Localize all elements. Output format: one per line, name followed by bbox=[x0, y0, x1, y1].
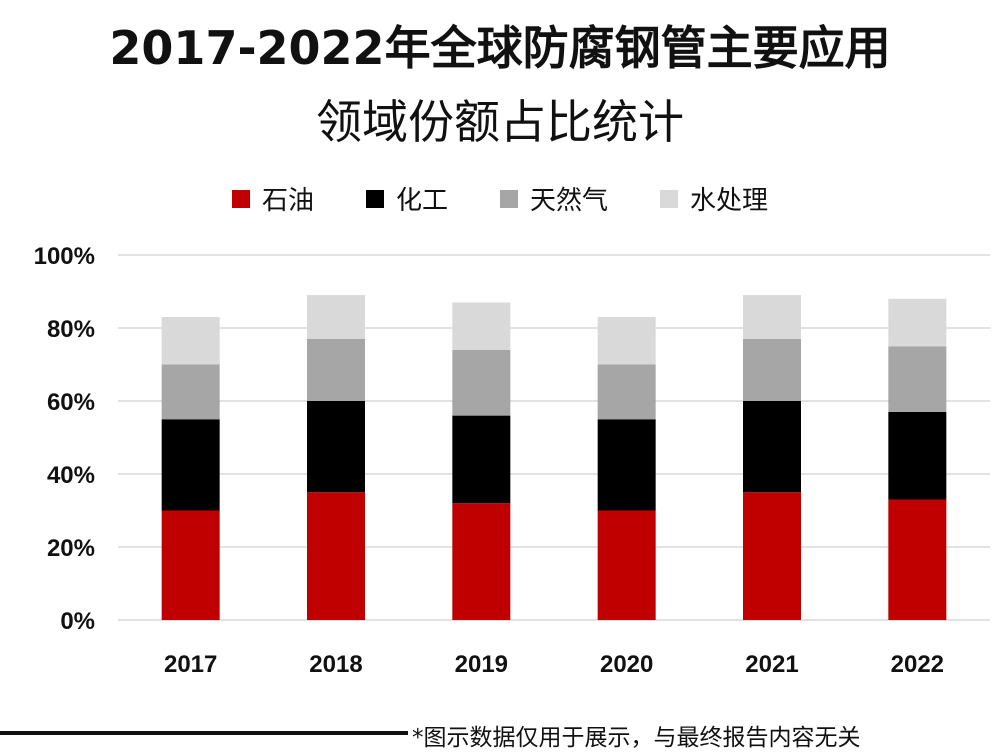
bar-segment-3-2019 bbox=[452, 349, 511, 416]
legend-swatch-chemical bbox=[365, 189, 384, 208]
legend-item-oil: 石油 bbox=[231, 180, 314, 217]
x-tick-label: 2022 bbox=[891, 651, 944, 678]
bar-segment-3-2017 bbox=[161, 364, 220, 420]
y-tick-label: 20% bbox=[47, 535, 95, 562]
bar-segment-3-2021 bbox=[743, 338, 801, 401]
bar-segment-4-2017 bbox=[161, 317, 220, 365]
bar-segment-1-2021 bbox=[743, 492, 801, 620]
chart-title-line-2: 领域份额占比统计 bbox=[316, 95, 684, 149]
x-tick-label: 2020 bbox=[600, 651, 653, 678]
legend-item-water-treatment: 水处理 bbox=[660, 180, 768, 217]
y-tick-label: 0% bbox=[60, 608, 95, 635]
bar-segment-2-2018 bbox=[307, 401, 365, 493]
bar-segment-1-2020 bbox=[597, 510, 656, 620]
bar-segment-2-2022 bbox=[888, 411, 947, 500]
legend: 石油 化工 天然气 水处理 bbox=[0, 180, 1000, 217]
bar-segment-1-2017 bbox=[161, 510, 220, 620]
x-tick-label: 2018 bbox=[309, 651, 362, 678]
x-tick-label: 2021 bbox=[745, 651, 798, 678]
footnote: *图示数据仅用于展示，与最终报告内容无关 bbox=[412, 725, 861, 751]
legend-item-chemical: 化工 bbox=[365, 180, 448, 217]
x-tick-label: 2017 bbox=[164, 651, 217, 678]
legend-label-water-treatment: 水处理 bbox=[690, 186, 769, 216]
bar-segment-1-2018 bbox=[307, 492, 365, 620]
bar-segment-1-2022 bbox=[888, 499, 947, 620]
legend-item-natural-gas: 天然气 bbox=[500, 180, 608, 217]
bar-segment-4-2022 bbox=[888, 298, 947, 347]
bar-segment-1-2019 bbox=[452, 503, 511, 620]
bar-segment-3-2018 bbox=[307, 338, 365, 401]
chart-title-line-1: 2017-2022年全球防腐钢管主要应用 bbox=[109, 21, 891, 75]
bar-segment-2-2021 bbox=[743, 401, 801, 493]
y-tick-label: 100% bbox=[34, 243, 95, 270]
bar-segment-2-2020 bbox=[597, 419, 656, 511]
bar-segment-2-2017 bbox=[161, 419, 220, 511]
footer-divider bbox=[0, 731, 408, 735]
legend-label-chemical: 化工 bbox=[395, 186, 448, 216]
legend-label-natural-gas: 天然气 bbox=[530, 186, 609, 216]
bar-segment-4-2020 bbox=[597, 317, 656, 365]
bar-segment-3-2022 bbox=[888, 346, 947, 412]
bar-segment-4-2018 bbox=[307, 295, 365, 339]
legend-swatch-oil bbox=[231, 189, 250, 208]
bar-segment-3-2020 bbox=[597, 364, 656, 420]
legend-swatch-natural-gas bbox=[500, 189, 518, 208]
bar-segment-4-2019 bbox=[452, 302, 511, 350]
bar-segment-4-2021 bbox=[743, 295, 801, 339]
legend-label-oil: 石油 bbox=[261, 186, 314, 216]
legend-swatch-water-treatment bbox=[660, 189, 679, 208]
y-tick-label: 60% bbox=[47, 389, 95, 416]
y-tick-label: 80% bbox=[47, 316, 95, 343]
bar-segment-2-2019 bbox=[452, 415, 511, 504]
x-tick-label: 2019 bbox=[455, 651, 508, 678]
y-tick-label: 40% bbox=[47, 462, 95, 489]
